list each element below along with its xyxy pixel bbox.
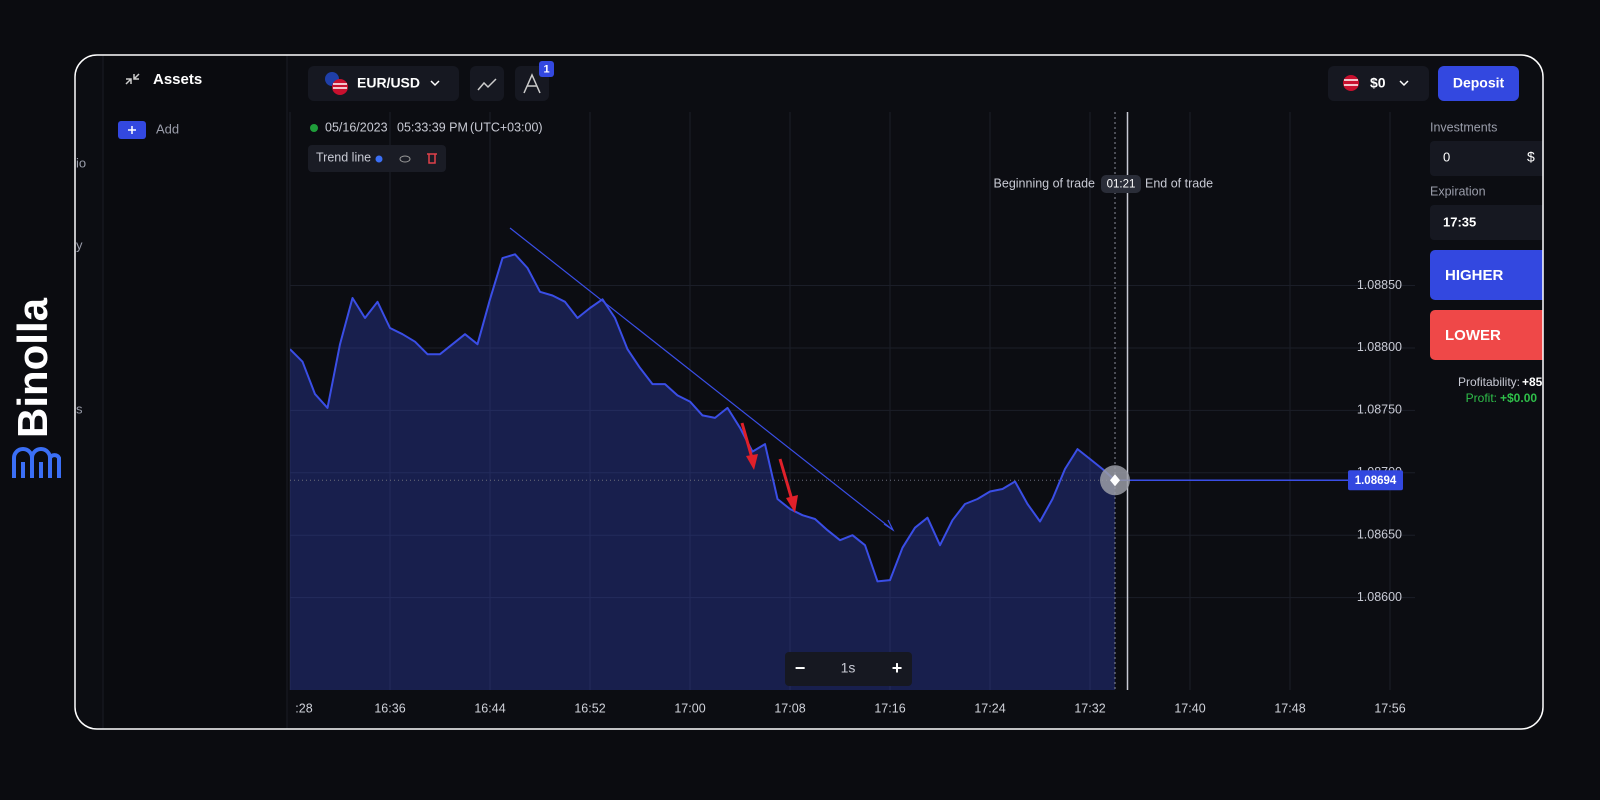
overlay: 1.08694 [290,112,1403,690]
zoom-in[interactable]: + [892,658,903,678]
time: 05:33:39 PM [397,120,468,134]
delete-icon[interactable] [427,153,437,164]
sidebar-fragment: s [76,401,83,416]
flag-stripes [333,83,347,89]
x-tick-label: :28 [295,701,312,715]
chevron [430,80,440,87]
x-tick-label: 17:24 [974,701,1005,715]
badge-count: 1 [543,63,549,75]
deposit-label: Deposit [1453,75,1505,91]
zoom-control [785,652,912,686]
tool-name: Trend line [316,150,371,164]
higher-label: HIGHER [1445,267,1504,284]
sidebar-fragment: y [76,237,83,252]
status-dot [310,124,318,132]
lower-button[interactable] [1430,310,1550,360]
y-tick-label: 1.08600 [1357,590,1402,604]
plus-icon [128,126,136,134]
frame [74,54,1544,730]
expiration: 17:35 [1443,214,1476,229]
timer: 01:21 [1107,179,1136,191]
current-price-label: 1.08694 [1355,475,1397,487]
tool-color[interactable] [375,155,383,163]
expiration-label: Expiration [1430,184,1486,198]
trend-line-end [883,519,895,532]
collapse-icon[interactable] [125,73,140,85]
y-tick-label: 1.08850 [1357,278,1402,292]
tools-icon [523,73,541,94]
x-tick-label: 17:00 [674,701,705,715]
current-price-box [1348,470,1403,491]
sidebar-title: Assets [153,71,202,88]
flag-us [1343,75,1359,91]
x-tick-label: 17:56 [1374,701,1405,715]
add-label[interactable]: Add [156,121,179,136]
x-tick-label: 17:40 [1174,701,1205,715]
begin-label: Beginning of trade [994,176,1096,190]
timezone: (UTC+03:00) [470,120,543,134]
balance: $0 [1370,75,1386,91]
current-point-icon [1110,474,1120,487]
zoom-step: 1s [841,660,856,676]
trend-line[interactable] [509,227,894,531]
brand: Binolla [9,297,56,438]
profitability: +85 [1522,375,1543,389]
currency: $ [1527,149,1535,165]
red-arrow [778,458,798,513]
zoom-out[interactable]: − [795,658,806,678]
deposit-button[interactable] [1438,66,1519,101]
date: 05/16/2023 [325,120,388,134]
y-tick-label: 1.08650 [1357,527,1402,541]
expiration-input[interactable] [1430,205,1550,240]
profit: +$0.00 [1500,391,1537,405]
x-tick-label: 16:36 [374,701,405,715]
chart-type-button[interactable] [470,66,504,101]
sidebar [103,55,287,729]
price-line [290,253,1116,583]
app: io y s Assets Add :28 16:36 16:44 16:52 17:0… [75,55,1550,729]
x-tick-label: 16:44 [474,701,505,715]
investment-input[interactable] [1430,141,1550,176]
x-tick-label: 17:16 [874,701,905,715]
flag-stripes [1344,79,1358,86]
account-selector[interactable] [1328,66,1429,101]
badge [539,61,554,77]
y-tick-label: 1.08800 [1357,340,1402,354]
x-tick-label: 16:52 [574,701,605,715]
lower-label: LOWER [1445,327,1501,344]
higher-button[interactable] [1430,250,1550,300]
asset-name: EUR/USD [357,75,420,91]
red-arrow [740,422,758,470]
x-tick-label: 17:08 [774,701,805,715]
line-icon [477,78,497,91]
x-tick-label: 17:48 [1274,701,1305,715]
logo-icon [12,447,61,478]
logo: Binolla [9,297,61,478]
profitability-label: Profitability: [1458,375,1520,389]
x-tick-label: 17:32 [1074,701,1105,715]
y-tick-label: 1.08750 [1357,403,1402,417]
plot [290,253,1116,690]
flag-us [332,79,348,95]
sidebar-fragment: io [76,155,86,170]
area-fill [290,254,1115,690]
end-label: End of trade [1145,176,1213,190]
investments-label: Investments [1430,120,1497,134]
timer-box [1101,175,1141,193]
profit-label: Profit: [1466,391,1497,405]
investment: 0 [1443,149,1450,164]
chevron [1399,80,1409,87]
eye-icon[interactable] [399,155,411,163]
